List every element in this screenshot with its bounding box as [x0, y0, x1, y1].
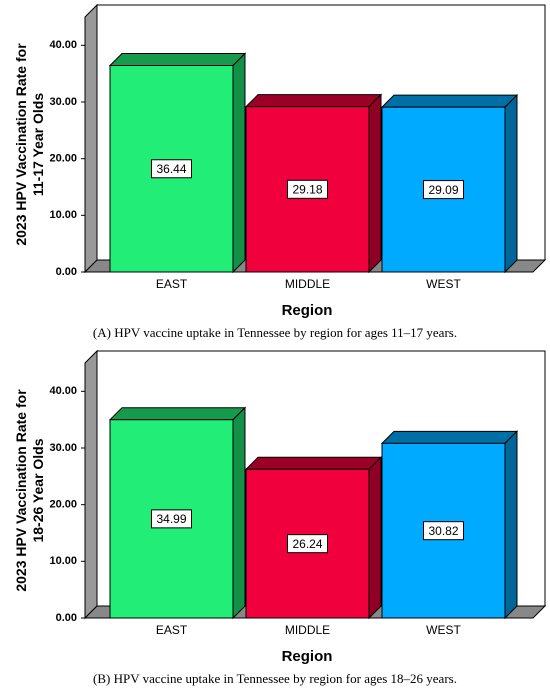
value-label: 30.82	[428, 524, 458, 538]
value-label: 29.09	[428, 183, 458, 197]
y-axis-title-line: 11-17 Year Olds	[30, 93, 46, 196]
bar-side	[368, 456, 382, 620]
y-axis-title: 2023 HPV Vaccination Rate for11-17 Year …	[13, 43, 46, 246]
y-axis-title-line: 2023 HPV Vaccination Rate for	[13, 43, 29, 246]
value-label-box	[287, 534, 328, 554]
bar-top	[244, 94, 383, 108]
x-tick-label: MIDDLE	[285, 623, 330, 637]
x-tick-label: WEST	[426, 623, 461, 637]
value-label-box	[423, 521, 464, 541]
value-label: 36.44	[156, 162, 186, 176]
y-axis-title-line: 2023 HPV Vaccination Rate for	[13, 389, 29, 592]
value-label-box	[151, 159, 192, 179]
bar-side	[232, 406, 246, 620]
value-label: 29.18	[292, 182, 322, 196]
x-tick-label: WEST	[426, 277, 461, 291]
y-tick-label: 20.00	[49, 153, 77, 165]
y-tick-label: 40.00	[49, 385, 77, 397]
y-axis-title: 2023 HPV Vaccination Rate for18-26 Year …	[13, 389, 46, 592]
value-label: 34.99	[156, 512, 186, 526]
bar-side	[504, 430, 518, 620]
bar-top	[108, 407, 247, 421]
value-label: 26.24	[292, 537, 322, 551]
y-tick-label: 10.00	[49, 209, 77, 221]
y-tick-label: 40.00	[49, 39, 77, 51]
value-label-box	[423, 180, 464, 200]
bar-top	[380, 94, 519, 108]
x-tick-label: EAST	[156, 623, 188, 637]
side-wall	[84, 3, 98, 274]
bar-top	[244, 456, 383, 470]
bar-top	[380, 430, 519, 444]
y-tick-label: 30.00	[49, 96, 77, 108]
x-axis-title: Region	[282, 648, 333, 665]
side-wall	[84, 349, 98, 620]
y-axis-title-line: 18-26 Year Olds	[30, 438, 46, 542]
x-tick-label: MIDDLE	[285, 277, 330, 291]
y-tick-label: 20.00	[49, 499, 77, 511]
x-tick-label: EAST	[156, 277, 188, 291]
y-tick-label: 0.00	[56, 612, 77, 624]
bar-side	[504, 93, 518, 274]
x-axis-title: Region	[282, 302, 333, 319]
y-tick-label: 0.00	[56, 266, 77, 278]
y-tick-label: 10.00	[49, 555, 77, 567]
caption: (B) HPV vaccine uptake in Tennessee by r…	[93, 671, 457, 686]
bar-side	[368, 93, 382, 274]
value-label-box	[151, 509, 192, 529]
bar-top	[108, 53, 247, 67]
caption: (A) HPV vaccine uptake in Tennessee by r…	[93, 325, 457, 340]
bar-side	[232, 52, 246, 274]
value-label-box	[287, 179, 328, 199]
y-tick-label: 30.00	[49, 442, 77, 454]
